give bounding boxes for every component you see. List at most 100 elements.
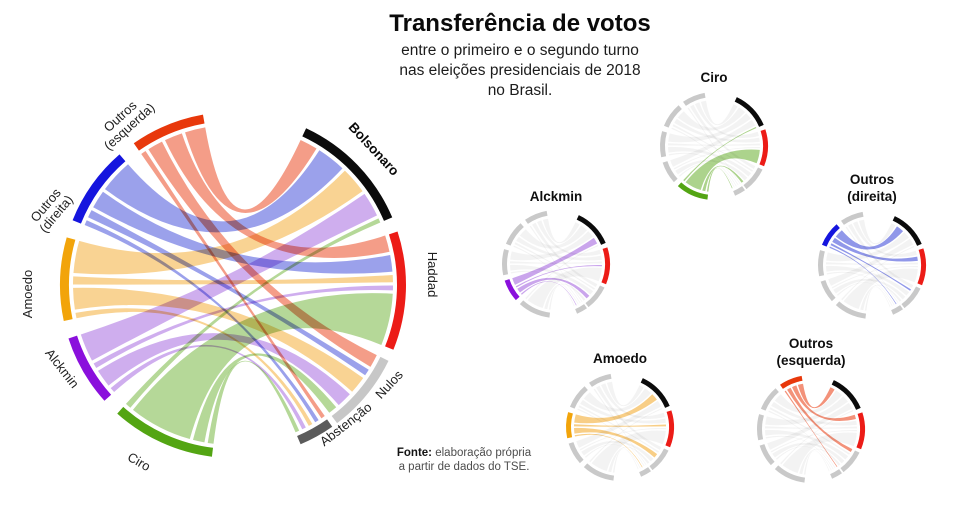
node-label-amoedo: Amoedo <box>20 270 35 318</box>
ribbon-amoedo-to-nulos <box>73 287 364 392</box>
arc-ciro <box>677 182 709 200</box>
ribbon-outros_esquerda-to-nulos <box>148 141 377 367</box>
arc-bolsonaro <box>892 216 922 246</box>
ribbon-amoedo-to-bolsonaro <box>668 113 751 143</box>
ribbon-outros_esquerda-to-haddad <box>164 133 390 258</box>
small-multiple-title-outros-direita: Outros (direita) <box>792 171 952 205</box>
ribbon-alckmin-to-bolsonaro <box>80 193 378 361</box>
arc-outros_direita <box>72 154 126 224</box>
arc-outros_direita <box>505 223 524 246</box>
arc-abstencao <box>830 469 842 479</box>
ribbon-outros_direita-to-nulos <box>88 210 369 376</box>
ribbon-ciro-to-haddad <box>782 432 857 474</box>
arc-haddad <box>601 247 610 285</box>
ribbon-alckmin-to-bolsonaro <box>767 402 853 450</box>
arc-bolsonaro <box>831 380 861 410</box>
ribbon-alckmin-to-bolsonaro <box>512 237 598 285</box>
ribbon-ciro-to-nulos <box>608 446 650 473</box>
arc-bolsonaro <box>640 378 670 408</box>
ribbon-amoedo-to-bolsonaro <box>73 170 363 275</box>
arc-outros_direita <box>569 386 588 409</box>
arc-outros_esquerda <box>780 375 803 389</box>
ribbon-alckmin-to-nulos <box>675 159 748 181</box>
small-multiple-title-line: (direita) <box>847 189 897 204</box>
chart-subtitle-line-3: no Brasil. <box>487 82 553 99</box>
arc-outros_esquerda <box>841 211 864 225</box>
arc-nulos <box>743 167 763 190</box>
arc-amoedo <box>60 237 76 321</box>
chord-diagram-main: BolsonaroHaddadNulosAbstençãoCiroAlckmin… <box>20 97 440 474</box>
arc-outros_direita <box>663 105 682 128</box>
small-multiple-title-line: Outros <box>849 172 895 187</box>
ribbon-outros_direita-to-nulos <box>769 407 850 455</box>
arc-haddad <box>856 412 865 450</box>
chord-diagram-alckmin <box>502 210 610 318</box>
arc-nulos <box>901 286 921 309</box>
ribbon-outros_direita-to-nulos <box>578 405 659 453</box>
chart-subtitle-line-1: entre o primeiro e o segundo turno <box>401 42 639 59</box>
ribbon-alckmin-to-nulos <box>517 277 590 299</box>
arc-outros_direita <box>821 224 840 247</box>
node-label-haddad: Haddad <box>425 252 440 298</box>
arc-alckmin <box>759 444 775 466</box>
ribbon-amoedo-to-haddad <box>574 424 666 427</box>
small-multiple-title-line: Amoedo <box>593 351 647 366</box>
arc-amoedo <box>757 414 764 441</box>
ribbon-outros_esquerda-to-bolsonaro <box>606 381 644 407</box>
ribbon-outros_direita-to-bolsonaro <box>519 225 588 249</box>
ribbon-ciro-to-nulos <box>544 283 586 310</box>
arc-outros_esquerda <box>589 373 612 387</box>
arc-nulos <box>585 285 605 308</box>
small-multiple-title-line: Outros <box>788 336 834 351</box>
arc-outros_esquerda <box>525 210 548 224</box>
ribbon-alckmin-to-bolsonaro <box>828 238 914 286</box>
ribbon-outros_esquerda-to-abstencao <box>784 390 838 468</box>
chart-title: Transferência de votos <box>389 10 651 37</box>
ribbon-outros_esquerda-to-bolsonaro <box>700 100 738 126</box>
arc-alckmin <box>662 161 678 183</box>
ribbon-outros_direita-to-haddad <box>832 237 918 262</box>
arc-haddad <box>759 129 768 167</box>
arc-bolsonaro <box>576 215 606 245</box>
small-multiple-title-line: (esquerda) <box>776 353 846 368</box>
ribbon-outros_direita-to-nulos <box>514 242 595 290</box>
chord-diagram-outros_esquerda <box>757 375 865 483</box>
arc-abstencao <box>733 186 745 196</box>
ribbon-alckmin-to-nulos <box>833 278 906 300</box>
ribbon-outros_esquerda-to-nulos <box>596 385 662 451</box>
arc-alckmin <box>820 280 836 302</box>
ribbon-ciro-to-abstencao <box>207 360 300 444</box>
ribbon-amoedo-to-haddad <box>510 261 602 264</box>
source-note-label: Fonte: <box>396 447 433 459</box>
ribbon-ciro-to-haddad <box>685 149 760 191</box>
source-note: Fonte: elaboração própria a partir de da… <box>368 447 560 474</box>
arc-ciro <box>774 465 806 483</box>
ribbon-amoedo-to-nulos <box>668 146 752 177</box>
small-multiple-title-alckmin: Alckmin <box>476 188 636 205</box>
ribbon-ciro-to-haddad <box>527 267 602 309</box>
arc-haddad <box>917 248 926 286</box>
ribbon-outros_direita-to-haddad <box>93 191 393 274</box>
small-multiple-title-line: Ciro <box>700 70 728 85</box>
arc-nulos <box>840 450 860 473</box>
arc-ciro <box>835 301 867 319</box>
ribbon-outros_direita-to-bolsonaro <box>835 226 904 250</box>
arc-amoedo <box>566 412 573 439</box>
source-note-line-1: Fonte: elaboração própria <box>368 447 560 461</box>
ribbon-outros_direita-to-bolsonaro <box>104 150 343 233</box>
arc-alckmin <box>568 442 584 464</box>
ribbon-outros_direita-to-bolsonaro <box>677 107 746 131</box>
arc-alckmin <box>68 335 112 401</box>
ribbon-outros_esquerda-to-haddad <box>853 221 917 257</box>
ribbon-outros_direita-to-nulos <box>672 124 753 172</box>
ribbon-outros_esquerda-to-haddad <box>601 383 665 419</box>
arc-bolsonaro <box>734 97 764 127</box>
small-multiple-title-ciro: Ciro <box>634 69 794 86</box>
ribbon-outros_direita-to-bolsonaro <box>583 388 652 412</box>
ribbon-outros_esquerda-to-haddad <box>695 102 759 138</box>
ribbon-alckmin-to-nulos <box>97 333 350 406</box>
title-block: Transferência de votos entre o primeiro … <box>280 10 760 101</box>
ribbon-alckmin-to-nulos <box>581 440 654 462</box>
ribbon-outros_esquerda-to-haddad <box>792 385 856 421</box>
ribbon-outros_direita-to-nulos <box>830 243 911 291</box>
